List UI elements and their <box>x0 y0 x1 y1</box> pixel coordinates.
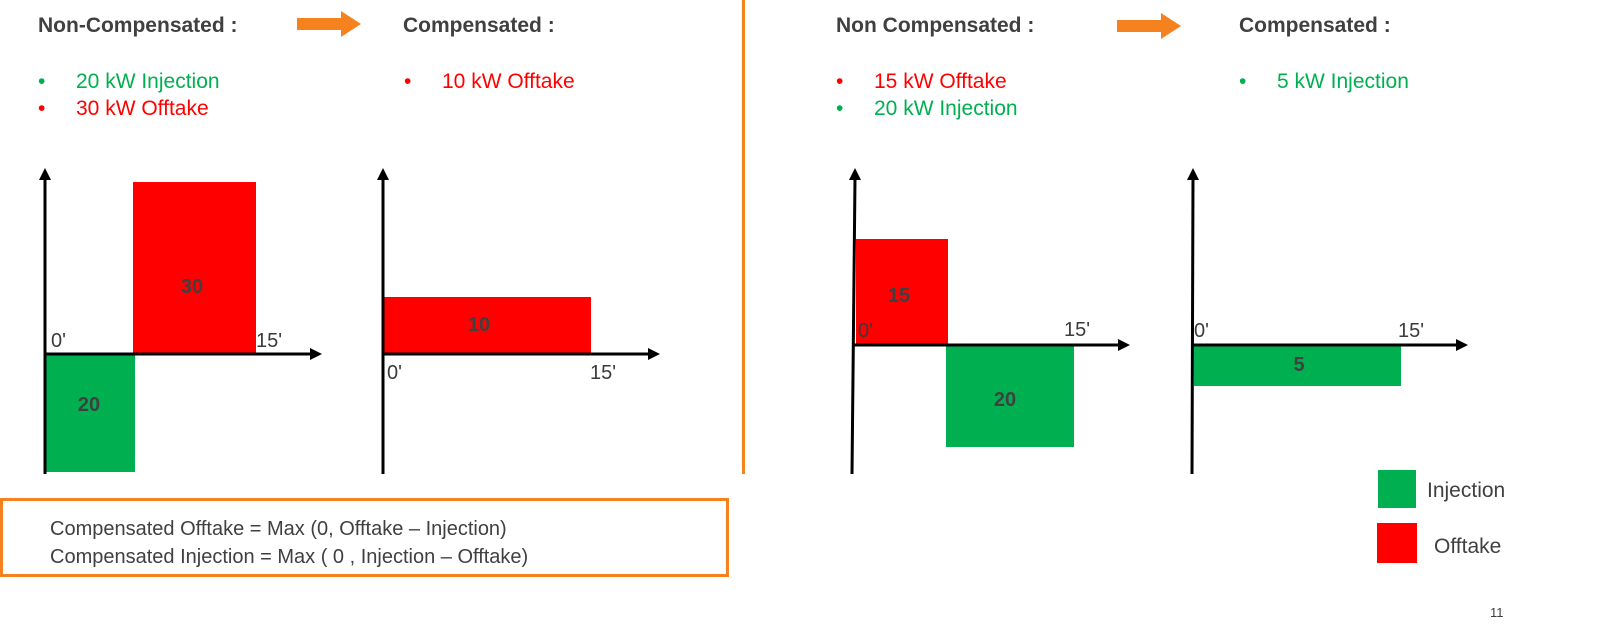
section-divider <box>742 0 745 474</box>
bar-label-injection: 5 <box>1293 353 1305 376</box>
right-heading-non-compensated: Non Compensated : <box>836 14 1035 37</box>
formula-compensated-injection: Compensated Injection = Max ( 0 , Inject… <box>50 546 529 568</box>
legend-swatch-offtake <box>1377 523 1417 563</box>
legend-label-offtake: Offtake <box>1434 535 1502 558</box>
bar-label-injection: 20 <box>77 393 101 416</box>
axis-tick-start: 0' <box>858 320 873 342</box>
left-heading-compensated: Compensated : <box>403 14 555 37</box>
bar-label-offtake: 10 <box>467 313 491 336</box>
axis-tick-end: 15' <box>1064 319 1091 341</box>
bar-injection <box>946 345 1074 447</box>
legend-label-injection: Injection <box>1427 479 1506 502</box>
bar-injection <box>46 354 135 472</box>
left-non-bullet: • 20 kW Injection <box>38 70 220 93</box>
bar-offtake <box>133 182 256 354</box>
formula-box <box>0 498 729 577</box>
bar-offtake <box>856 239 948 345</box>
legend-swatch-injection <box>1378 470 1416 508</box>
axis-tick-end: 15' <box>1398 320 1425 342</box>
bar-offtake <box>384 297 591 354</box>
bar-label-offtake: 15 <box>887 284 911 307</box>
axis-tick-start: 0' <box>1194 320 1209 342</box>
right-comp-bullet: • 5 kW Injection <box>1239 70 1409 93</box>
axis-tick-start: 0' <box>51 330 66 352</box>
formula-compensated-offtake: Compensated Offtake = Max (0, Offtake – … <box>50 518 507 540</box>
right-non-bullet: • 20 kW Injection <box>836 97 1018 120</box>
axis-tick-end: 15' <box>590 362 617 384</box>
bar-injection <box>1194 345 1401 386</box>
bar-label-offtake: 30 <box>180 275 204 298</box>
left-non-bullet: • 30 kW Offtake <box>38 97 209 120</box>
right-non-bullet: • 15 kW Offtake <box>836 70 1007 93</box>
axis-tick-start: 0' <box>387 362 402 384</box>
axis-tick-end: 15' <box>256 330 283 352</box>
page-number: 11 <box>1490 605 1504 620</box>
right-heading-compensated: Compensated : <box>1239 14 1391 37</box>
arrow-right-icon <box>297 11 361 37</box>
left-comp-bullet: • 10 kW Offtake <box>404 70 575 93</box>
bar-label-injection: 20 <box>993 388 1017 411</box>
arrow-right-icon <box>1117 13 1181 39</box>
left-heading-non-compensated: Non-Compensated : <box>38 14 238 37</box>
